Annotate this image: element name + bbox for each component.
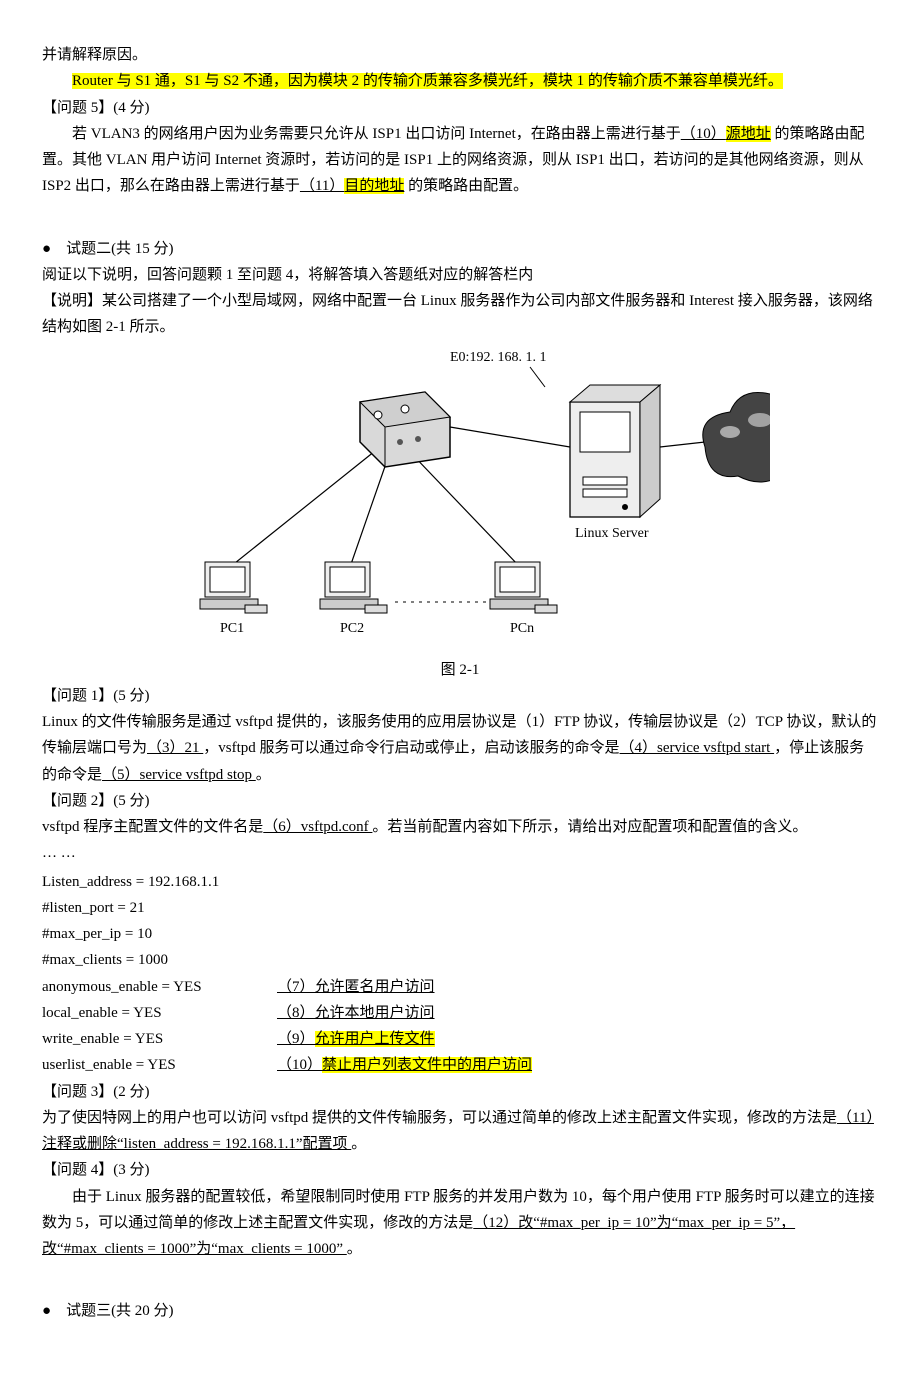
blank-9: （9）允许用户上传文件 [277,1026,435,1052]
q2-intro2: 【说明】某公司搭建了一个小型局域网，网络中配置一台 Linux 服务器作为公司内… [42,288,878,341]
q2p4-head: 【问题 4】(3 分) [42,1157,878,1183]
q2-intro1: 阅证以下说明，回答问题颗 1 至问题 4，将解答填入答题纸对应的解答栏内 [42,262,878,288]
blank-6: （6）vsftpd.conf [263,819,372,835]
q5-heading: 【问题 5】(4 分) [42,95,878,121]
fig-pcn-label: PCn [510,621,534,636]
q5-body: 若 VLAN3 的网络用户因为业务需要只允许从 ISP1 出口访问 Intern… [42,121,878,200]
q5-blank10-ans: 源地址 [726,126,771,142]
fig-server-label: Linux Server [575,526,649,541]
q5-blank10: （10）源地址 [681,126,771,142]
q2-title: ● 试题二(共 15 分) [42,236,878,262]
pc1-icon [200,562,267,613]
q2p4-body: 由于 Linux 服务器的配置较低，希望限制同时使用 FTP 服务的并发用户数为… [42,1184,878,1263]
figure-2-1: E0:192. 168. 1. 1 Linux Server [42,347,878,657]
blank-7: （7）允许匿名用户访问 [277,974,435,1000]
pcn-icon [490,562,557,613]
q2p1-body: Linux 的文件传输服务是通过 vsftpd 提供的，该服务使用的应用层协议是… [42,709,878,788]
blank-5: （5）service vsftpd stop [102,767,256,783]
blank-10: （10）禁止用户列表文件中的用户访问 [277,1052,532,1078]
cloud-icon [703,388,770,482]
config-block: Listen_address = 192.168.1.1 #listen_por… [42,869,878,1079]
config-line: #max_per_ip = 10 [42,921,878,947]
config-line: local_enable = YES （8）允许本地用户访问 [42,1000,878,1026]
fig-e0-label: E0:192. 168. 1. 1 [450,350,546,365]
config-line: write_enable = YES （9）允许用户上传文件 [42,1026,878,1052]
fig-caption: 图 2-1 [42,657,878,683]
blank-8: （8）允许本地用户访问 [277,1000,435,1026]
q2p3-head: 【问题 3】(2 分) [42,1079,878,1105]
highlighted-answer-line: Router 与 S1 通，S1 与 S2 不通，因为模块 2 的传输介质兼容多… [42,68,878,94]
q5-text-c: 的策略路由配置。 [404,178,528,194]
answer-hl: Router 与 S1 通，S1 与 S2 不通，因为模块 2 的传输介质兼容多… [72,73,783,89]
explain-prompt: 并请解释原因。 [42,42,878,68]
config-line: #listen_port = 21 [42,895,878,921]
q2p2-body: vsftpd 程序主配置文件的文件名是（6）vsftpd.conf 。若当前配置… [42,814,878,840]
q2p1-head: 【问题 1】(5 分) [42,683,878,709]
blank-4: （4）service vsftpd start [620,740,775,756]
config-line: anonymous_enable = YES （7）允许匿名用户访问 [42,974,878,1000]
network-diagram: E0:192. 168. 1. 1 Linux Server [150,347,770,657]
server-icon [570,385,660,517]
config-line: Listen_address = 192.168.1.1 [42,869,878,895]
fig-pc2-label: PC2 [340,621,364,636]
q2p3-body: 为了使因特网上的用户也可以访问 vsftpd 提供的文件传输服务，可以通过简单的… [42,1105,878,1158]
q5-text-a: 若 VLAN3 的网络用户因为业务需要只允许从 ISP1 出口访问 Intern… [72,126,681,142]
switch-icon [360,392,450,467]
q5-blank11: （11）目的地址 [300,178,404,194]
q5-blank11-ans: 目的地址 [344,178,404,194]
blank-3: （3）21 [147,740,203,756]
fig-pc1-label: PC1 [220,621,244,636]
q3-title: ● 试题三(共 20 分) [42,1298,878,1324]
pc2-icon [320,562,387,613]
dots: … … [42,840,878,866]
config-line: userlist_enable = YES （10）禁止用户列表文件中的用户访问 [42,1052,878,1078]
config-line: #max_clients = 1000 [42,947,878,973]
q2p2-head: 【问题 2】(5 分) [42,788,878,814]
